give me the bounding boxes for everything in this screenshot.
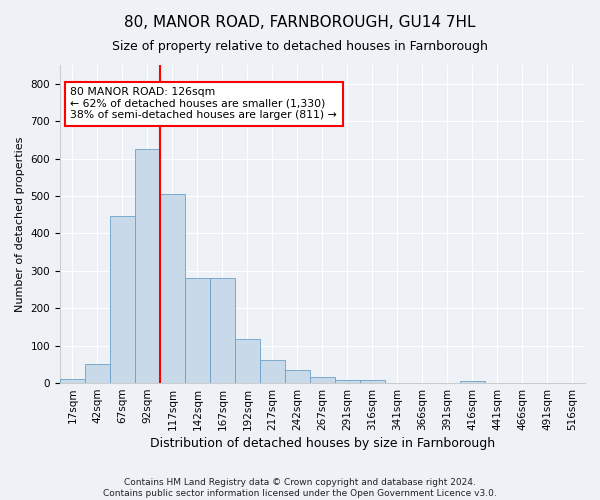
Bar <box>360 380 385 383</box>
Bar <box>235 340 260 383</box>
X-axis label: Distribution of detached houses by size in Farnborough: Distribution of detached houses by size … <box>150 437 495 450</box>
Bar <box>335 380 360 383</box>
Text: 80, MANOR ROAD, FARNBOROUGH, GU14 7HL: 80, MANOR ROAD, FARNBOROUGH, GU14 7HL <box>124 15 476 30</box>
Bar <box>85 364 110 383</box>
Bar <box>60 380 85 383</box>
Text: Contains HM Land Registry data © Crown copyright and database right 2024.
Contai: Contains HM Land Registry data © Crown c… <box>103 478 497 498</box>
Bar <box>110 216 135 383</box>
Bar <box>310 376 335 383</box>
Bar <box>210 278 235 383</box>
Bar <box>160 194 185 383</box>
Text: Size of property relative to detached houses in Farnborough: Size of property relative to detached ho… <box>112 40 488 53</box>
Bar <box>260 360 285 383</box>
Y-axis label: Number of detached properties: Number of detached properties <box>15 136 25 312</box>
Bar <box>135 149 160 383</box>
Bar <box>285 370 310 383</box>
Bar <box>185 278 210 383</box>
Text: 80 MANOR ROAD: 126sqm
← 62% of detached houses are smaller (1,330)
38% of semi-d: 80 MANOR ROAD: 126sqm ← 62% of detached … <box>70 88 337 120</box>
Bar <box>460 381 485 383</box>
